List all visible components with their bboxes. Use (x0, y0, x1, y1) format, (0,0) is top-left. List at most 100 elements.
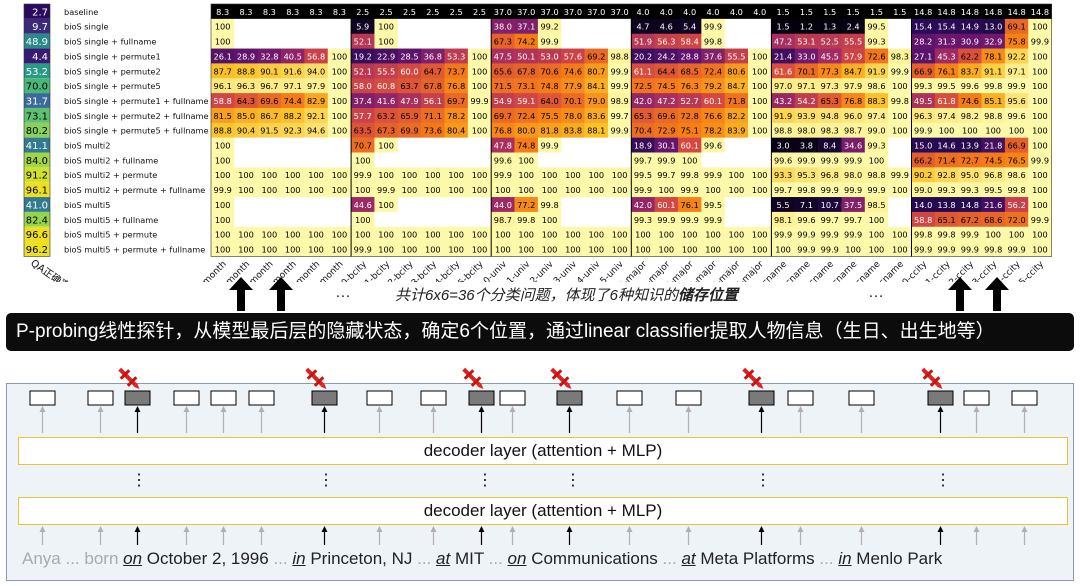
cell-value: 100 (565, 170, 581, 180)
heatmap-cell (397, 107, 422, 124)
heatmap-cell (234, 78, 258, 94)
qa-cell (24, 18, 50, 34)
heatmap-cell (724, 33, 749, 49)
cell-value: 100 (332, 185, 348, 195)
cell-value: 87.7 (214, 66, 232, 76)
cell-value: 37.0 (517, 7, 535, 17)
cell-value: 74.8 (517, 141, 535, 151)
qa-cell (24, 63, 50, 79)
cell-value: 81.5 (214, 111, 232, 121)
cell-value: 99.3 (914, 81, 932, 91)
cell-value: 100 (588, 170, 604, 180)
cell-value: 100 (1032, 244, 1048, 254)
cell-value: 98.7 (494, 215, 512, 225)
heatmap-cell (584, 122, 609, 138)
qa-value: 41.0 (26, 200, 48, 211)
heatmap-cell (514, 33, 539, 49)
heatmap-cell (794, 211, 819, 228)
heatmap-cell (841, 78, 866, 94)
cell-value: 100 (565, 185, 581, 195)
heatmap-cell (257, 93, 282, 109)
heatmap-cell (211, 48, 235, 64)
cell-value: 96.0 (844, 111, 862, 121)
heatmap-cell (911, 182, 936, 198)
heatmap-cell (257, 122, 282, 138)
heatmap-cell (724, 63, 749, 79)
heatmap-cell (818, 4, 842, 20)
cell-value: 7.1 (800, 200, 813, 210)
cell-value: 30.9 (961, 37, 979, 47)
up-arrow-icon (269, 277, 293, 311)
cell-value: 99.5 (984, 185, 1002, 195)
cell-value: 98.9 (611, 96, 629, 106)
row-label: bioS multi5 + permute + fullname (64, 244, 205, 254)
heatmap-cell (351, 18, 375, 34)
cell-value: 74.6 (961, 96, 979, 106)
heatmap-cell (654, 48, 679, 64)
heatmap-cell (888, 33, 912, 49)
qa-cell (24, 107, 50, 123)
probe-icon (305, 367, 327, 389)
cell-value: 100 (518, 244, 534, 254)
heatmap-cell (631, 33, 655, 49)
cell-value: 99.7 (774, 185, 792, 195)
heatmap-cell (771, 152, 796, 168)
cell-value: 70.1 (797, 66, 815, 76)
heatmap-cell (864, 18, 889, 34)
heatmap-cell (818, 152, 842, 168)
qa-value: 4.4 (32, 52, 48, 63)
heatmap-cell (888, 63, 912, 79)
heatmap-cell (724, 122, 749, 138)
heatmap-cell (794, 152, 819, 168)
heatmap-cell (794, 167, 819, 183)
heatmap-cell (934, 63, 959, 79)
heatmap-cell (841, 197, 866, 213)
cell-value: 100 (752, 126, 768, 136)
cell-value: 99.9 (214, 185, 232, 195)
cell-value: 22.9 (377, 51, 395, 61)
cell-value: 72.7 (961, 155, 979, 165)
cell-value: 100 (402, 185, 418, 195)
heatmap-cell (724, 152, 749, 168)
cell-value: 100 (308, 244, 324, 254)
cell-value: 37.4 (354, 96, 372, 106)
heatmap-cell (444, 18, 469, 34)
heatmap-cell (327, 226, 352, 242)
cell-value: 100 (775, 244, 791, 254)
probed-hidden-state (124, 390, 151, 406)
heatmap-cell (631, 48, 655, 64)
ellipsis-right: … (868, 284, 884, 301)
heatmap-cell (678, 63, 702, 79)
cell-value: 40.5 (284, 51, 302, 61)
cell-value: 99.8 (540, 200, 558, 210)
heatmap-cell (467, 167, 492, 183)
heatmap-cell (281, 93, 305, 109)
heatmap-cell (911, 226, 936, 242)
heatmap-cell (234, 93, 258, 109)
heatmap-cell (1004, 152, 1029, 168)
cell-value: 99.9 (844, 185, 862, 195)
qa-cell (24, 226, 50, 242)
heatmap-cell (304, 63, 329, 79)
heatmap-cell (421, 78, 445, 94)
heatmap-cell (981, 182, 1006, 198)
cell-value: 76.1 (681, 200, 699, 210)
heatmap-cell (374, 78, 399, 94)
heatmap-cell (748, 33, 772, 49)
heatmap-cell (958, 241, 982, 257)
cell-value: 13.9 (961, 141, 979, 151)
cell-value: 47.2 (657, 96, 675, 106)
heatmap-cell (748, 152, 772, 168)
heatmap-cell (607, 93, 632, 109)
cell-value: 56.3 (657, 37, 675, 47)
cell-value: 85.0 (237, 111, 255, 121)
heatmap-cell (888, 4, 912, 20)
cell-value: 72.4 (704, 66, 722, 76)
heatmap-cell (514, 211, 539, 228)
qa-cell (24, 167, 50, 183)
row-label: bioS multi5 (64, 200, 110, 210)
cell-value: 5.4 (683, 22, 696, 32)
row-label: bioS multi2 + permute (64, 170, 157, 180)
cell-value: 100 (752, 66, 768, 76)
cell-value: 100 (1032, 51, 1048, 61)
